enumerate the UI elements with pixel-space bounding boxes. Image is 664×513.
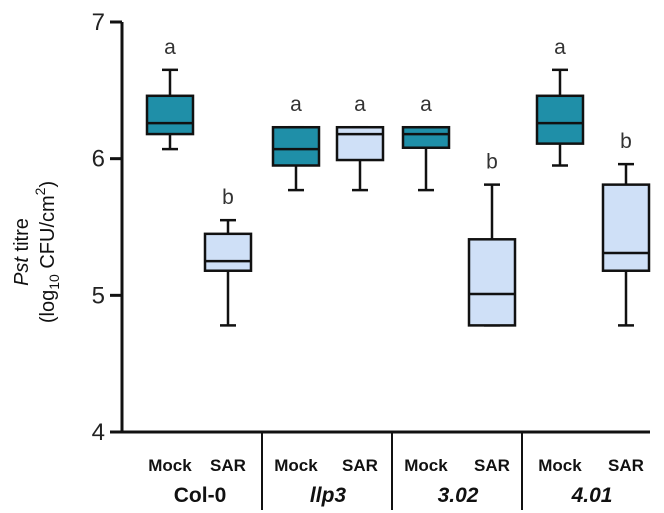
category-label: Mock — [274, 456, 318, 475]
y-label-prefix: (log — [37, 290, 59, 323]
category-label: SAR — [210, 456, 246, 475]
category-label: Mock — [148, 456, 192, 475]
y-tick-label: 6 — [92, 146, 105, 173]
group-label: llp3 — [310, 484, 346, 507]
category-label: SAR — [342, 456, 378, 475]
box-mock — [535, 68, 585, 167]
axes: 4 5 6 7 — [92, 9, 650, 510]
significance-letter: a — [554, 36, 566, 59]
group-label: 3.02 — [438, 484, 479, 507]
box-iqr — [467, 238, 517, 327]
box-sar — [335, 125, 385, 192]
y-axis-label: Pst titre (log10 CFU/cm2) — [11, 181, 62, 323]
labels: a Mock b SAR Col-0 a Mock a SAR llp3 a Mock b SAR 3.02… — [148, 36, 644, 507]
y-label-units: CFU/cm — [37, 195, 59, 274]
boxes — [145, 68, 651, 327]
box-sar — [467, 183, 517, 327]
significance-letter: b — [222, 186, 234, 209]
group-label: 4.01 — [571, 484, 613, 507]
significance-letter: a — [420, 93, 432, 116]
significance-letter: b — [620, 130, 632, 153]
y-tick-label: 7 — [92, 9, 105, 36]
box-mock — [401, 125, 451, 192]
box-sar — [203, 218, 253, 327]
group-label: Col-0 — [174, 484, 227, 507]
y-label-subscript: 10 — [46, 274, 62, 290]
category-label: Mock — [538, 456, 582, 475]
box-iqr — [535, 94, 585, 145]
category-label: Mock — [404, 456, 448, 475]
box-iqr — [145, 94, 195, 136]
svg-text:Pst titre: Pst titre — [11, 218, 33, 286]
y-label-italic: Pst — [11, 256, 33, 286]
y-tick-label: 4 — [92, 419, 105, 446]
y-label-suffix: ) — [37, 181, 59, 188]
box-iqr — [271, 125, 321, 167]
box-iqr — [335, 125, 385, 162]
svg-text:(log10 CFU/cm2): (log10 CFU/cm2) — [32, 181, 62, 323]
significance-letter: a — [290, 93, 302, 116]
significance-letter: a — [354, 93, 366, 116]
box-mock — [145, 68, 195, 151]
y-label-rest: titre — [11, 218, 33, 257]
category-label: SAR — [474, 456, 510, 475]
y-tick-label: 5 — [92, 282, 105, 309]
box-iqr — [401, 125, 451, 149]
category-label: SAR — [608, 456, 644, 475]
box-mock — [271, 125, 321, 192]
significance-letter: a — [164, 36, 176, 59]
y-label-superscript: 2 — [32, 187, 48, 195]
box-iqr — [601, 183, 651, 272]
box-sar — [601, 162, 651, 327]
significance-letter: b — [486, 151, 498, 174]
box-iqr — [203, 232, 253, 272]
